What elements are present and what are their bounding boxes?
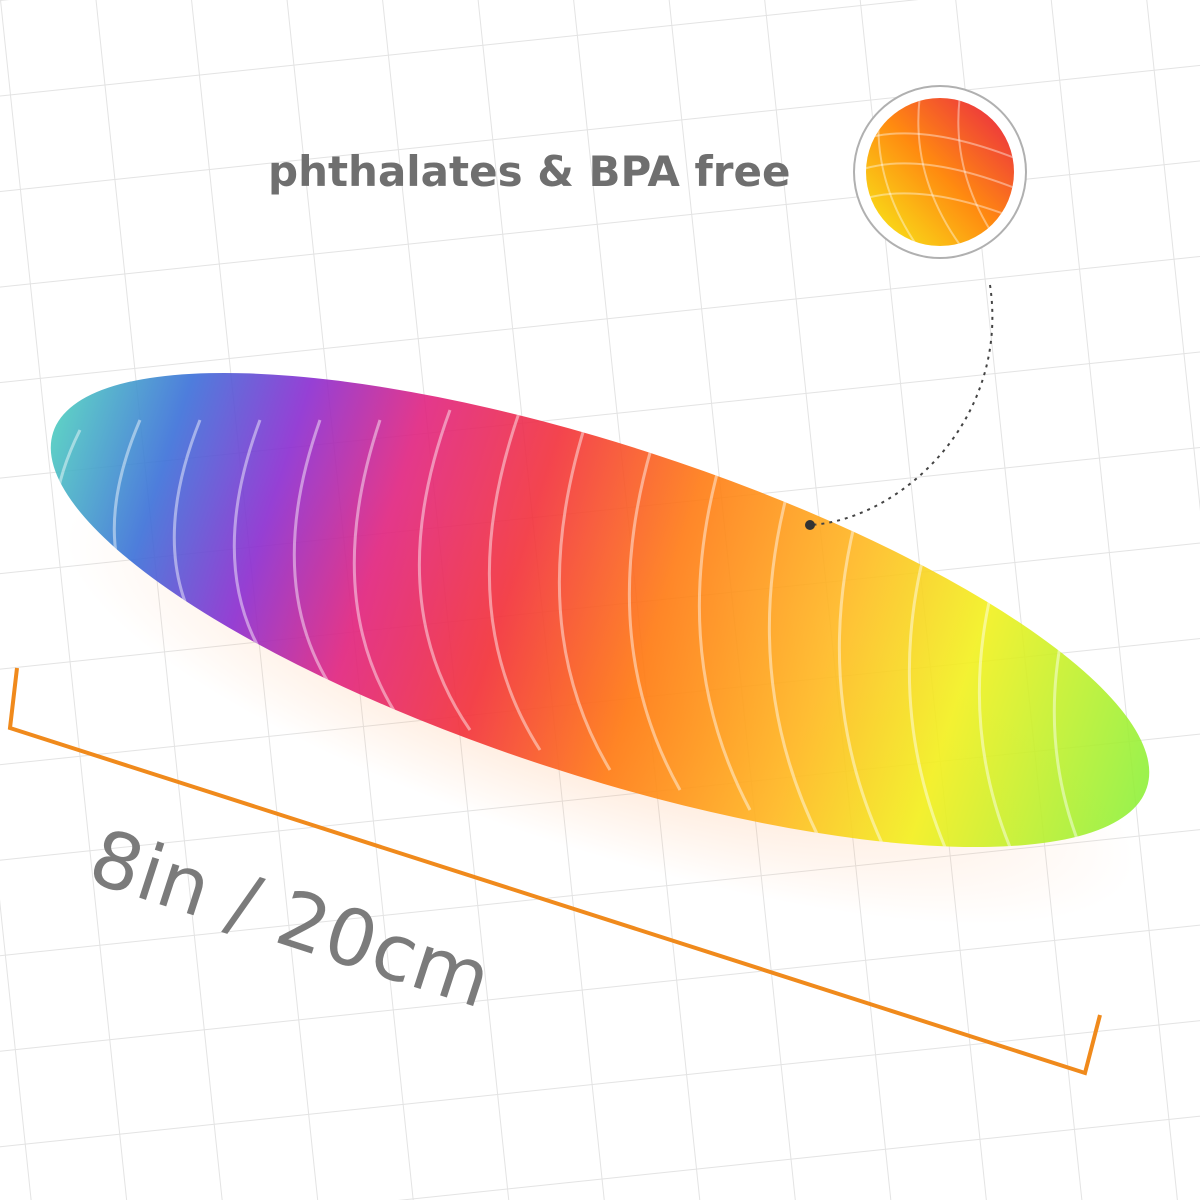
callout-dot — [805, 520, 815, 530]
toy-body — [50, 372, 1150, 848]
callout-text: phthalates & BPA free — [268, 147, 790, 196]
callout-pointer — [809, 284, 994, 526]
dimension-line — [7, 667, 1102, 1076]
magnifier — [853, 85, 1027, 259]
toy — [50, 372, 1150, 891]
toy-segments — [52, 409, 1102, 891]
